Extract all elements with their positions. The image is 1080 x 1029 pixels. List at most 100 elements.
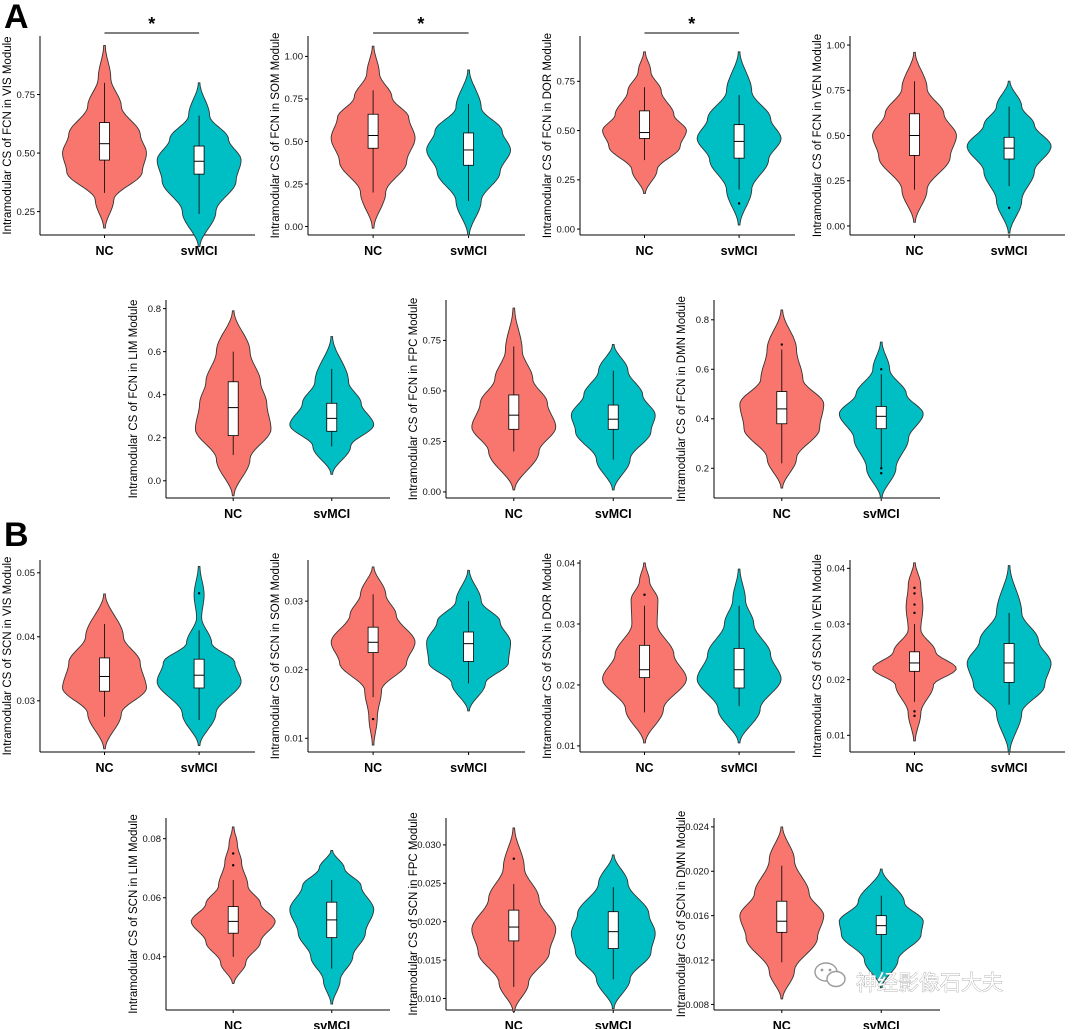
box-iqr <box>607 911 619 949</box>
x-tick-label: NC <box>364 244 382 258</box>
y-tick-label: 0.50 <box>557 126 576 137</box>
y-tick-label: 0.05 <box>17 568 36 579</box>
x-tick-label: NC <box>905 244 923 258</box>
y-tick-label: 0.75 <box>557 77 576 88</box>
watermark-text: 神经影像石大夫 <box>856 971 1003 995</box>
y-tick-label: 0.02 <box>285 665 304 676</box>
outlier-point <box>780 343 783 346</box>
y-tick-label: 0.04 <box>557 558 576 569</box>
y-tick-label: 0.008 <box>685 1000 709 1011</box>
y-tick-label: 0.25 <box>827 176 846 187</box>
y-tick-label: 0.6 <box>148 347 161 358</box>
y-axis-label: Intramodular CS of SCN in DMN Module <box>676 811 688 1017</box>
significance-star: * <box>148 14 155 34</box>
outlier-point <box>197 592 201 595</box>
x-tick-label: NC <box>224 507 242 521</box>
significance-star: * <box>417 14 424 34</box>
y-tick-label: 0.00 <box>423 487 442 498</box>
outlier-point <box>643 593 646 596</box>
box-iqr <box>639 110 650 139</box>
x-tick-label: svMCI <box>450 761 487 775</box>
x-tick-label: svMCI <box>991 244 1028 258</box>
box-iqr <box>463 631 474 662</box>
box-iqr <box>508 394 520 430</box>
y-tick-label: 0.50 <box>423 386 442 397</box>
y-tick-label: 0.04 <box>827 564 846 575</box>
y-tick-label: 0.06 <box>143 893 162 904</box>
box-iqr <box>607 404 619 430</box>
outlier-point <box>232 852 235 855</box>
y-tick-label: 0.25 <box>557 175 576 186</box>
box-iqr <box>776 391 788 425</box>
box-iqr <box>639 644 650 679</box>
y-tick-label: 0.012 <box>685 955 709 966</box>
box-iqr <box>99 657 110 692</box>
x-tick-label: NC <box>505 507 523 521</box>
y-tick-label: 0.08 <box>143 834 162 845</box>
y-tick-label: 0.01 <box>557 741 576 752</box>
y-tick-label: 1.00 <box>285 52 304 63</box>
x-tick-label: NC <box>635 244 653 258</box>
y-tick-label: 0.8 <box>696 315 709 326</box>
y-axis-label: Intramodular CS of FCN in LIM Module <box>128 300 140 499</box>
y-tick-label: 0.03 <box>285 596 304 607</box>
box-iqr <box>227 906 239 934</box>
y-tick-label: 0.020 <box>417 917 441 928</box>
y-axis-label: Intramodular CS of SCN in VIS Module <box>2 557 14 756</box>
x-tick-label: NC <box>905 761 923 775</box>
outlier-point <box>880 467 883 470</box>
y-tick-label: 0.75 <box>827 86 846 97</box>
x-tick-label: NC <box>635 761 653 775</box>
y-axis-label: Intramodular CS of FCN in VEN Module <box>812 34 824 237</box>
y-tick-label: 0.010 <box>417 994 441 1005</box>
y-tick-label: 0.00 <box>827 221 846 232</box>
y-axis-label: Intramodular CS of FCN in DOR Module <box>542 33 554 238</box>
y-tick-label: 0.020 <box>685 867 709 878</box>
outlier-point <box>913 586 916 590</box>
y-tick-label: 0.016 <box>685 911 709 922</box>
x-tick-label: svMCI <box>721 761 758 775</box>
y-tick-label: 0.8 <box>148 304 161 315</box>
box-iqr <box>733 647 745 689</box>
outlier-point <box>1007 206 1011 210</box>
y-tick-label: 0.04 <box>17 632 36 643</box>
box-iqr <box>776 900 788 933</box>
y-tick-label: 1.00 <box>827 40 846 51</box>
y-tick-label: 0.75 <box>423 336 442 347</box>
y-tick-label: 0.0 <box>148 476 161 487</box>
y-tick-label: 0.4 <box>148 390 161 401</box>
watermark: 神经影像石大夫 <box>814 962 1003 995</box>
box-iqr <box>909 651 920 672</box>
y-tick-label: 0.50 <box>827 131 846 142</box>
violin-plot: 0.2 0.4 0.6 0.8 Intramodular CS of FCN in DM… <box>676 296 940 521</box>
x-tick-label: svMCI <box>595 507 632 521</box>
y-tick-label: 0.25 <box>17 207 36 218</box>
outlier-point <box>737 202 741 205</box>
y-tick-label: 0.50 <box>285 137 304 148</box>
outlier-point <box>913 714 916 718</box>
x-tick-label: svMCI <box>181 761 218 775</box>
x-tick-label: NC <box>95 244 113 258</box>
box-iqr <box>909 113 920 156</box>
outlier-point <box>880 368 883 371</box>
y-tick-label: 0.25 <box>423 437 442 448</box>
x-tick-label: NC <box>505 1019 523 1029</box>
y-axis-label: Intramodular CS of FCN in DMN Module <box>676 296 688 502</box>
y-axis-label: Intramodular CS of SCN in FPC Module <box>408 812 420 1015</box>
outlier-point <box>913 611 916 615</box>
y-tick-label: 0.2 <box>696 464 709 475</box>
box-iqr <box>875 915 887 935</box>
y-axis-label: Intramodular CS of FCN in SOM Module <box>270 33 282 239</box>
y-tick-label: 0.015 <box>417 955 441 966</box>
outlier-point <box>913 710 916 713</box>
y-tick-label: 0.75 <box>17 90 36 101</box>
box-iqr <box>463 132 474 166</box>
y-tick-label: 0.02 <box>557 680 576 691</box>
box-iqr <box>367 626 379 653</box>
x-tick-label: NC <box>773 1019 791 1029</box>
outlier-point <box>880 472 883 475</box>
